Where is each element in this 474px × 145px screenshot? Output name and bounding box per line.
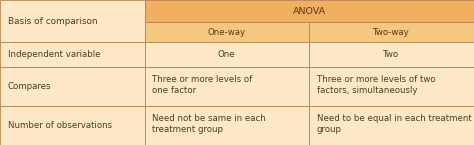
- Text: Need not be same in each
treatment group: Need not be same in each treatment group: [152, 114, 266, 134]
- Text: Independent variable: Independent variable: [8, 50, 100, 59]
- Bar: [145, 42, 309, 67]
- Text: Three or more levels of two
factors, simultaneously: Three or more levels of two factors, sim…: [317, 75, 435, 95]
- Bar: [0, 67, 145, 106]
- Text: Need to be equal in each treatment
group: Need to be equal in each treatment group: [317, 114, 471, 134]
- Bar: [145, 67, 309, 106]
- Text: Three or more levels of
one factor: Three or more levels of one factor: [152, 75, 252, 95]
- Bar: [309, 106, 474, 145]
- Bar: [0, 42, 145, 67]
- Bar: [309, 67, 474, 106]
- Text: ANOVA: ANOVA: [293, 7, 326, 16]
- Bar: [145, 22, 309, 42]
- Text: Number of observations: Number of observations: [8, 121, 112, 130]
- Text: One-way: One-way: [208, 28, 246, 37]
- Text: Basis of comparison: Basis of comparison: [8, 17, 97, 26]
- Bar: [309, 42, 474, 67]
- Text: Two: Two: [383, 50, 400, 59]
- Bar: [145, 0, 474, 22]
- Bar: [145, 106, 309, 145]
- Bar: [0, 0, 145, 42]
- Text: Compares: Compares: [8, 82, 51, 91]
- Text: Two-way: Two-way: [373, 28, 410, 37]
- Bar: [309, 22, 474, 42]
- Text: One: One: [218, 50, 236, 59]
- Bar: [0, 106, 145, 145]
